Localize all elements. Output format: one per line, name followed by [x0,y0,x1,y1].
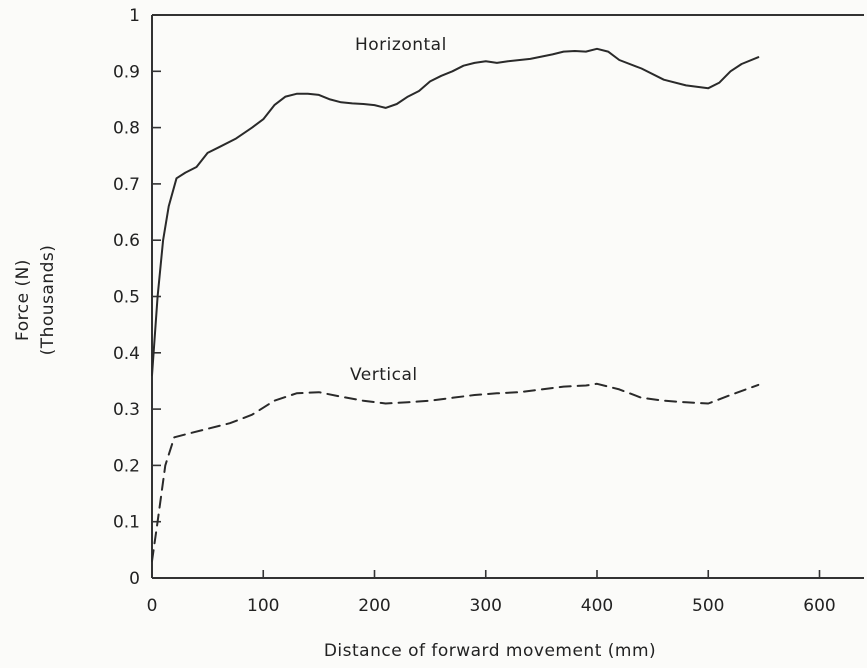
y-tick-label: 0.9 [113,62,140,82]
x-tick-label: 300 [470,596,502,616]
y-tick-label: 1 [129,6,140,26]
axes-layer [151,14,864,579]
series-layer [151,47,760,563]
y-tick-label: 0 [129,569,140,589]
ticks-layer: 0 0.1 0.2 0.3 0.4 0.5 0.6 0.7 0.8 0.9 1 0 100 200 300 4… [113,6,836,616]
y-axis-title-line: Force (N) [13,259,33,341]
horizontal-series-label: Horizontal [355,35,447,55]
x-tick-label: 400 [581,596,613,616]
y-tick-label: 0.7 [113,175,140,195]
x-tick-label: 100 [247,596,279,616]
x-tick-label: 200 [358,596,390,616]
x-tick-label: 600 [803,596,835,616]
y-tick-label: 0.5 [113,288,140,308]
y-axis-title-line: (Thousands) [38,245,58,356]
labels-layer: Horizontal Vertical Distance of forward mo… [13,35,656,661]
vertical-series-label: Vertical [350,365,418,385]
y-tick-label: 0.3 [113,400,140,420]
y-tick-label: 0.1 [113,513,140,533]
y-tick-label: 0.4 [113,344,140,364]
x-axis-title: Distance of forward movement (mm) [324,641,656,661]
horizontal-series-line [151,47,760,377]
vertical-series-line [151,382,760,563]
y-tick-label: 0.6 [113,231,140,251]
x-tick-label: 0 [147,596,158,616]
y-tick-label: 0.2 [113,456,140,476]
x-tick-label: 500 [692,596,724,616]
y-tick-label: 0.8 [113,119,140,139]
